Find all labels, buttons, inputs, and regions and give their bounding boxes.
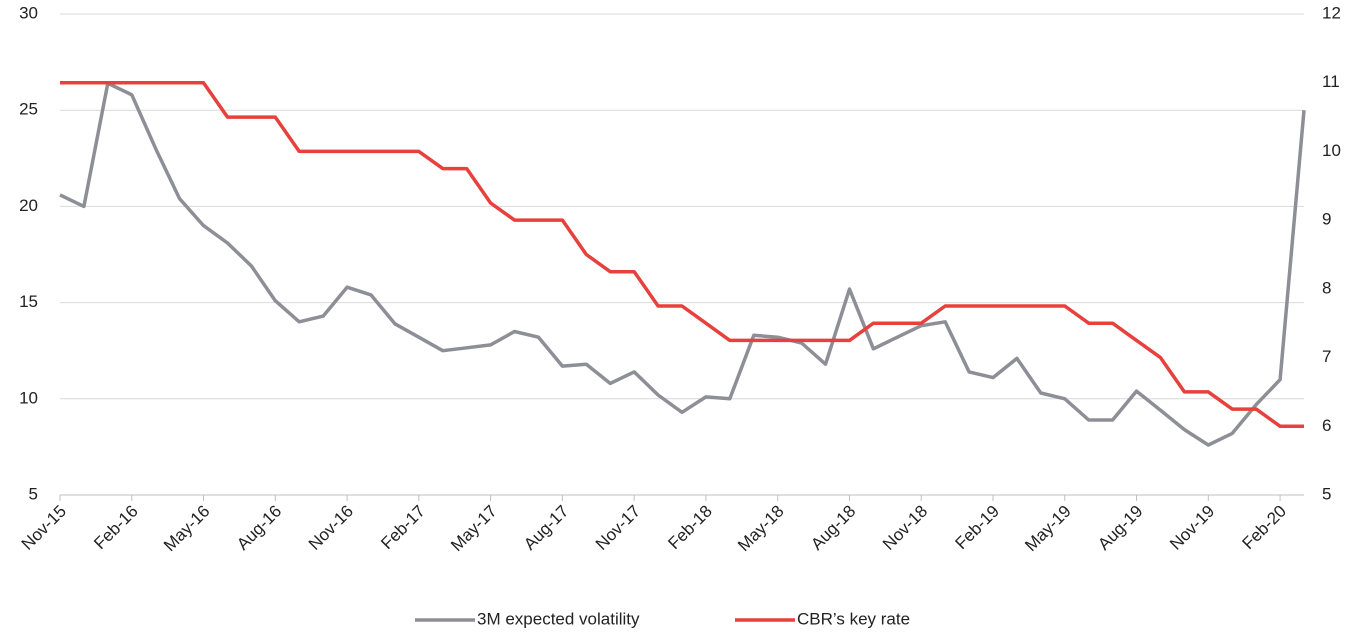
x-tick-label: May-19 bbox=[1021, 502, 1075, 556]
x-tick-label: Nov-15 bbox=[18, 502, 70, 554]
series-line bbox=[60, 80, 1304, 429]
y2-tick-label: 9 bbox=[1322, 210, 1331, 229]
x-tick-label: May-16 bbox=[160, 502, 214, 556]
y2-tick-label: 10 bbox=[1322, 141, 1341, 160]
y-tick-label: 15 bbox=[19, 292, 38, 311]
x-tick-label: Nov-17 bbox=[592, 502, 644, 554]
x-tick-label: Nov-18 bbox=[879, 502, 931, 554]
x-tick-label: Feb-17 bbox=[377, 502, 429, 554]
series-line bbox=[59, 81, 1306, 447]
legend-label: CBR’s key rate bbox=[797, 609, 910, 628]
x-tick-label: Aug-18 bbox=[807, 502, 859, 554]
x-tick-label: Aug-17 bbox=[520, 502, 572, 554]
x-tick-label: Nov-16 bbox=[305, 502, 357, 554]
legend-label: 3M expected volatility bbox=[477, 609, 640, 628]
x-tick-label: Aug-16 bbox=[233, 502, 285, 554]
x-tick-label: Feb-18 bbox=[664, 502, 716, 554]
y-tick-label: 30 bbox=[19, 3, 38, 22]
y-tick-label: 10 bbox=[19, 388, 38, 407]
y-tick-label: 20 bbox=[19, 196, 38, 215]
y-tick-label: 5 bbox=[29, 484, 38, 503]
x-tick-label: May-18 bbox=[734, 502, 788, 556]
x-tick-label: May-17 bbox=[447, 502, 501, 556]
y2-tick-label: 8 bbox=[1322, 278, 1331, 297]
x-tick-label: Aug-19 bbox=[1094, 502, 1146, 554]
x-tick-label: Feb-16 bbox=[90, 502, 142, 554]
x-tick-label: Feb-20 bbox=[1239, 502, 1291, 554]
y2-tick-label: 11 bbox=[1322, 72, 1340, 91]
y2-tick-label: 5 bbox=[1322, 484, 1331, 503]
y2-tick-label: 6 bbox=[1322, 416, 1331, 435]
y2-tick-label: 7 bbox=[1322, 347, 1331, 366]
x-tick-label: Feb-19 bbox=[951, 502, 1003, 554]
x-tick-label: Nov-19 bbox=[1166, 502, 1218, 554]
y2-tick-label: 12 bbox=[1322, 3, 1341, 22]
y-tick-label: 25 bbox=[19, 100, 38, 119]
